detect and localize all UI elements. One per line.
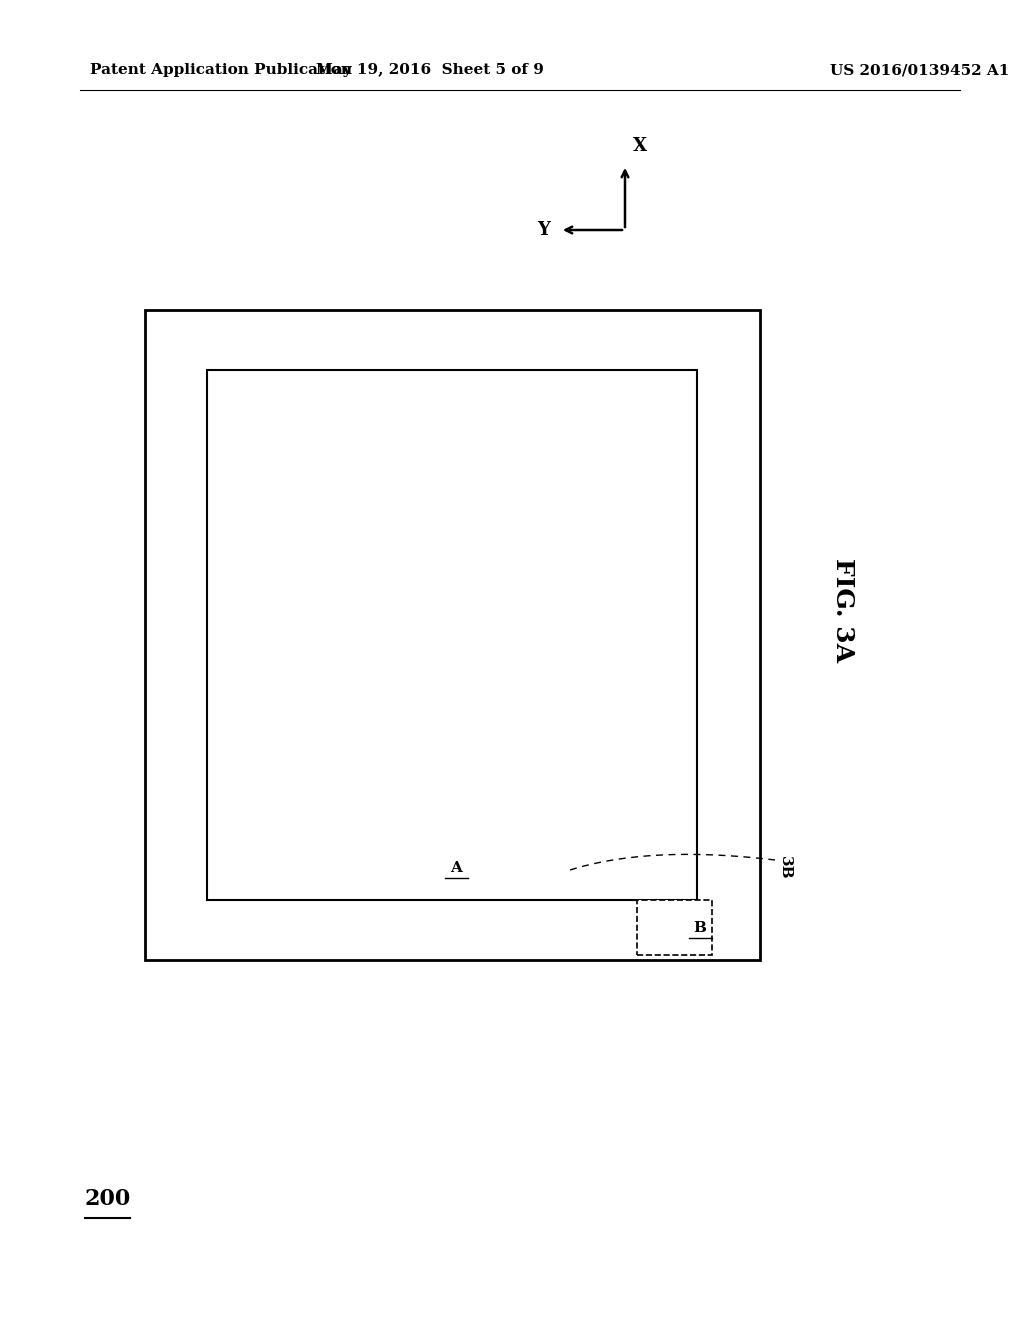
Text: A: A [451, 861, 462, 875]
Text: B: B [693, 921, 707, 935]
Text: X: X [633, 137, 647, 154]
Text: Y: Y [538, 220, 550, 239]
Bar [207, 370, 697, 900]
Text: FIG. 3A: FIG. 3A [831, 558, 855, 663]
Text: May 19, 2016  Sheet 5 of 9: May 19, 2016 Sheet 5 of 9 [316, 63, 544, 77]
Text: US 2016/0139452 A1: US 2016/0139452 A1 [830, 63, 1010, 77]
Bar [637, 900, 712, 954]
Bar [145, 310, 760, 960]
Text: 200: 200 [85, 1188, 131, 1210]
Text: Patent Application Publication: Patent Application Publication [90, 63, 352, 77]
Text: 3B: 3B [778, 857, 792, 880]
